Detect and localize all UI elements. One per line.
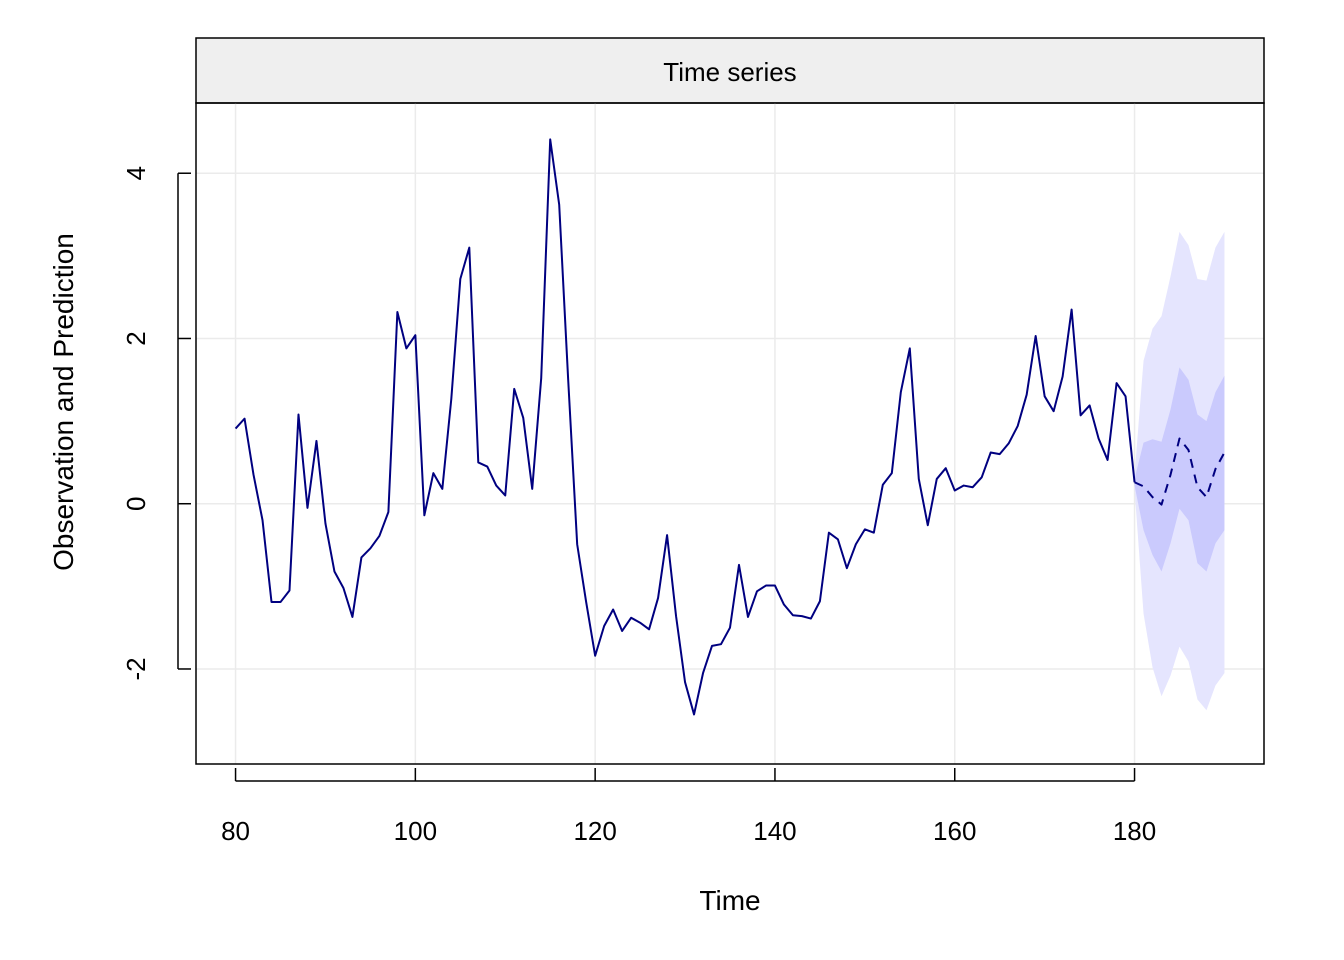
x-axis: 80 100 120 140 160 180 — [221, 768, 1156, 846]
chart-title: Time series — [663, 57, 796, 87]
y-axis-title: Observation and Prediction — [48, 233, 79, 571]
y-axis: -2 0 2 4 — [121, 166, 191, 681]
series-lines — [234, 138, 1226, 716]
prediction-bands — [1134, 231, 1225, 711]
prediction-band-inner — [1134, 367, 1225, 572]
x-tick-label: 180 — [1113, 816, 1156, 846]
x-axis-title: Time — [699, 885, 760, 916]
y-tick-label: 2 — [121, 331, 151, 345]
series-line-prediction — [1134, 437, 1226, 506]
series-line-observed — [234, 138, 1136, 716]
x-tick-label: 140 — [753, 816, 796, 846]
y-tick-label: 4 — [121, 166, 151, 180]
x-tick-label: 120 — [573, 816, 616, 846]
plot-frame — [195, 102, 1265, 765]
x-tick-label: 160 — [933, 816, 976, 846]
x-tick-label: 80 — [221, 816, 250, 846]
y-tick-label: 0 — [121, 496, 151, 510]
y-tick-label: -2 — [121, 657, 151, 680]
x-tick-label: 100 — [394, 816, 437, 846]
strip-header — [195, 37, 1265, 104]
